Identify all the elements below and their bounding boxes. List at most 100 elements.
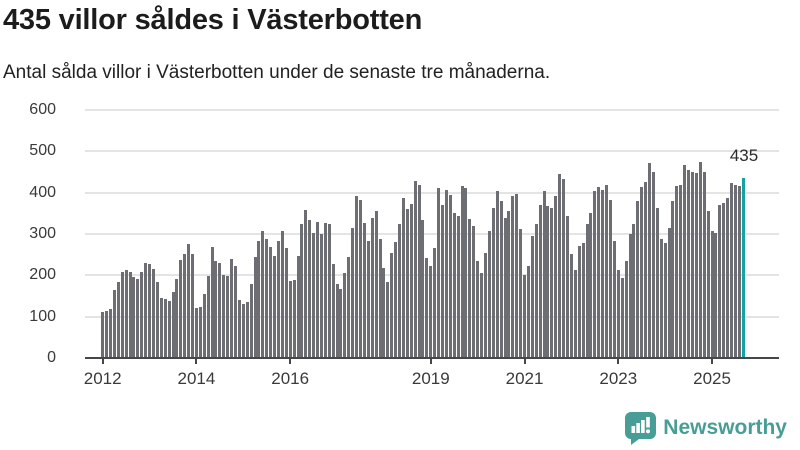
bar bbox=[526, 266, 530, 358]
bar bbox=[554, 196, 558, 358]
bar bbox=[265, 239, 269, 358]
x-axis-tick bbox=[101, 359, 104, 364]
bar bbox=[101, 311, 105, 358]
bar bbox=[105, 310, 109, 358]
bar bbox=[597, 187, 601, 358]
bar bbox=[523, 274, 527, 358]
bar bbox=[464, 188, 468, 358]
bar bbox=[515, 193, 519, 358]
bar bbox=[706, 211, 710, 358]
bar bbox=[163, 299, 167, 358]
bar bbox=[292, 280, 296, 358]
bar bbox=[648, 163, 652, 358]
bar bbox=[737, 186, 741, 358]
bar bbox=[612, 240, 616, 358]
x-axis-baseline bbox=[85, 357, 779, 359]
bar bbox=[230, 259, 234, 358]
x-axis-tick-label: 2012 bbox=[83, 369, 122, 388]
bar bbox=[253, 257, 257, 358]
y-axis-tick-label: 400 bbox=[29, 183, 56, 201]
bar bbox=[140, 272, 144, 358]
bar bbox=[733, 185, 737, 358]
bar bbox=[378, 239, 382, 358]
bar bbox=[534, 224, 538, 358]
bar bbox=[577, 245, 581, 358]
bar bbox=[487, 231, 491, 358]
bar bbox=[542, 191, 546, 358]
bar bbox=[234, 266, 237, 358]
bar bbox=[206, 276, 210, 358]
bar bbox=[511, 196, 515, 358]
bar bbox=[273, 255, 277, 358]
bar bbox=[624, 260, 628, 358]
bar bbox=[183, 253, 187, 358]
bar bbox=[429, 266, 433, 358]
bar bbox=[370, 217, 374, 358]
x-axis-tick bbox=[195, 359, 198, 364]
x-axis-tick bbox=[617, 359, 620, 364]
bar bbox=[109, 309, 112, 358]
bar bbox=[222, 274, 226, 358]
bar bbox=[304, 209, 308, 358]
bar bbox=[241, 304, 245, 358]
bar bbox=[280, 231, 284, 358]
bar bbox=[261, 231, 265, 358]
bar bbox=[687, 169, 691, 358]
bar bbox=[546, 206, 550, 358]
bar bbox=[359, 199, 362, 358]
gridline bbox=[85, 191, 779, 194]
bar bbox=[726, 198, 730, 358]
bar bbox=[245, 301, 249, 358]
bar bbox=[452, 212, 456, 358]
bar bbox=[226, 276, 230, 358]
bar bbox=[581, 242, 585, 358]
y-axis-tick-label: 300 bbox=[29, 225, 56, 242]
bar bbox=[632, 224, 636, 358]
bar bbox=[468, 218, 472, 358]
bar bbox=[144, 262, 148, 358]
bar bbox=[675, 186, 679, 358]
bar bbox=[417, 185, 421, 358]
x-axis-tick-label: 2023 bbox=[599, 369, 638, 388]
bar bbox=[421, 220, 425, 358]
bar bbox=[472, 226, 476, 358]
bar bbox=[214, 260, 218, 358]
bar bbox=[483, 252, 487, 358]
bar bbox=[507, 211, 511, 358]
bar bbox=[319, 234, 323, 358]
bar bbox=[616, 269, 620, 358]
bar bbox=[589, 212, 593, 358]
bar bbox=[679, 184, 683, 358]
bar bbox=[284, 248, 288, 358]
bar bbox=[433, 247, 437, 358]
bar bbox=[718, 204, 722, 358]
gridline bbox=[85, 233, 779, 235]
bar bbox=[167, 300, 171, 358]
bar bbox=[194, 307, 198, 358]
bar bbox=[550, 207, 554, 358]
bar bbox=[128, 271, 132, 358]
bar bbox=[503, 217, 507, 358]
bar bbox=[155, 282, 159, 358]
bar bbox=[151, 269, 155, 358]
chart-subtitle: Antal sålda villor i Västerbotten under … bbox=[3, 62, 551, 83]
bar bbox=[116, 281, 120, 358]
bar bbox=[179, 260, 183, 358]
bar bbox=[202, 293, 206, 358]
newsworthy-logo: Newsworthy bbox=[625, 411, 787, 445]
bar bbox=[191, 254, 195, 358]
bar bbox=[331, 263, 335, 358]
bar bbox=[620, 277, 624, 358]
bar bbox=[249, 284, 253, 358]
bar bbox=[276, 240, 280, 358]
x-axis-tick-label: 2016 bbox=[271, 369, 310, 388]
bar bbox=[296, 255, 300, 358]
bar bbox=[448, 194, 452, 358]
bar bbox=[351, 227, 355, 358]
bar bbox=[601, 189, 605, 358]
bar bbox=[323, 222, 327, 358]
newsworthy-wordmark: Newsworthy bbox=[663, 416, 787, 439]
bar bbox=[573, 269, 577, 358]
x-axis-tick-label: 2014 bbox=[177, 369, 216, 388]
